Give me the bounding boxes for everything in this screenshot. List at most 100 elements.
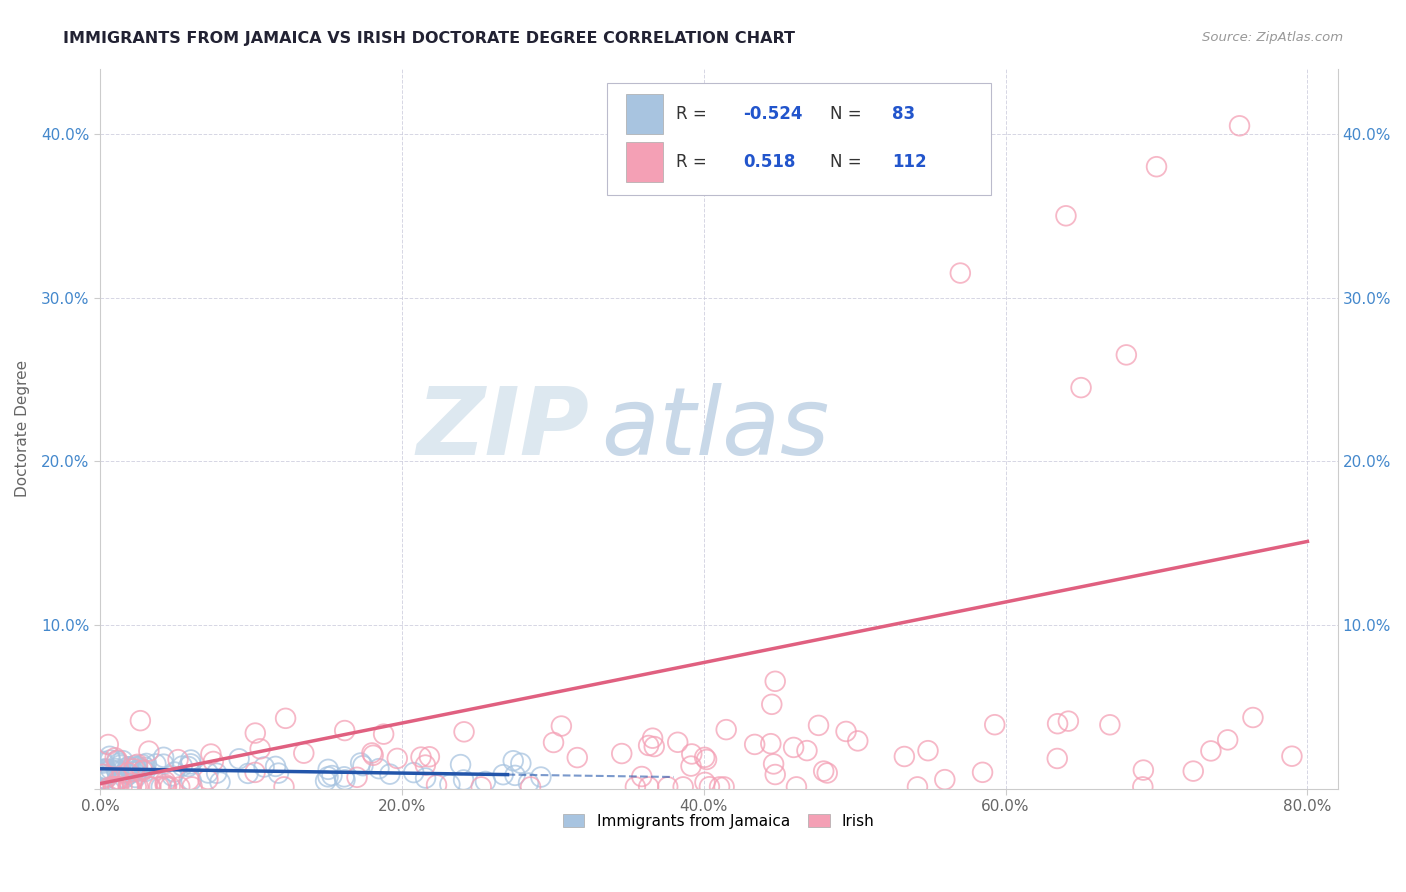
Point	[117, 780, 139, 794]
Point	[91, 756, 114, 770]
Point	[245, 726, 267, 740]
Point	[97, 770, 120, 784]
Point	[637, 780, 659, 794]
Text: R =: R =	[675, 105, 711, 123]
Point	[111, 754, 134, 768]
Point	[1057, 714, 1080, 728]
Point	[346, 770, 368, 784]
Point	[118, 780, 141, 794]
Text: R =: R =	[675, 153, 711, 171]
Point	[91, 762, 114, 776]
Point	[763, 767, 786, 781]
Point	[163, 764, 186, 779]
Point	[643, 739, 665, 754]
Point	[153, 777, 176, 791]
Point	[368, 762, 391, 776]
Point	[681, 747, 703, 761]
Point	[402, 765, 425, 780]
Point	[1229, 119, 1251, 133]
Point	[110, 758, 132, 772]
Point	[111, 780, 134, 794]
Point	[172, 759, 194, 773]
Point	[124, 758, 146, 772]
Text: Source: ZipAtlas.com: Source: ZipAtlas.com	[1202, 31, 1343, 45]
Point	[509, 756, 531, 771]
Point	[610, 747, 633, 761]
Point	[108, 756, 131, 771]
Point	[782, 740, 804, 755]
Point	[243, 765, 266, 780]
Point	[181, 780, 204, 794]
Point	[361, 746, 384, 760]
Point	[425, 778, 447, 792]
Point	[180, 756, 202, 771]
Point	[132, 763, 155, 777]
Point	[105, 753, 128, 767]
Point	[148, 780, 170, 794]
Text: 83: 83	[891, 105, 915, 123]
Point	[94, 762, 117, 776]
Point	[1241, 710, 1264, 724]
Point	[94, 772, 117, 787]
Point	[131, 757, 153, 772]
Point	[333, 772, 356, 787]
Point	[1070, 381, 1092, 395]
Point	[139, 780, 162, 794]
FancyBboxPatch shape	[626, 143, 664, 182]
Point	[160, 769, 183, 783]
Point	[972, 765, 994, 780]
Point	[387, 751, 409, 765]
Point	[415, 771, 437, 785]
Point	[127, 764, 149, 779]
Point	[450, 757, 472, 772]
Point	[91, 755, 114, 769]
Point	[641, 731, 664, 746]
Point	[122, 764, 145, 779]
Point	[197, 766, 219, 780]
Point	[121, 776, 143, 790]
Point	[118, 761, 141, 775]
Point	[152, 757, 174, 772]
Point	[835, 724, 858, 739]
Point	[696, 752, 718, 766]
Point	[907, 780, 929, 794]
Point	[107, 763, 129, 777]
Point	[124, 764, 146, 779]
Point	[1132, 763, 1154, 777]
Point	[127, 780, 149, 794]
Point	[104, 762, 127, 776]
Point	[118, 780, 141, 794]
Point	[124, 771, 146, 785]
Point	[118, 780, 141, 794]
Point	[108, 772, 131, 787]
Point	[418, 749, 440, 764]
Point	[127, 757, 149, 772]
Point	[129, 714, 152, 728]
Point	[155, 779, 177, 793]
Point	[453, 772, 475, 787]
Point	[124, 760, 146, 774]
Point	[543, 735, 565, 749]
Point	[785, 780, 807, 794]
Point	[453, 724, 475, 739]
Point	[118, 765, 141, 780]
Point	[315, 774, 337, 789]
Point	[352, 758, 374, 772]
Point	[350, 756, 373, 770]
Point	[744, 738, 766, 752]
Point	[122, 762, 145, 776]
Point	[96, 765, 118, 780]
Point	[796, 743, 818, 757]
Point	[91, 764, 114, 778]
Point	[267, 766, 290, 780]
Point	[983, 717, 1005, 731]
Point	[1182, 764, 1205, 778]
Point	[94, 764, 117, 779]
Point	[709, 780, 731, 794]
Point	[180, 753, 202, 767]
Point	[97, 738, 120, 752]
Point	[530, 770, 553, 784]
Point	[693, 775, 716, 789]
Point	[118, 760, 141, 774]
Point	[96, 762, 118, 776]
